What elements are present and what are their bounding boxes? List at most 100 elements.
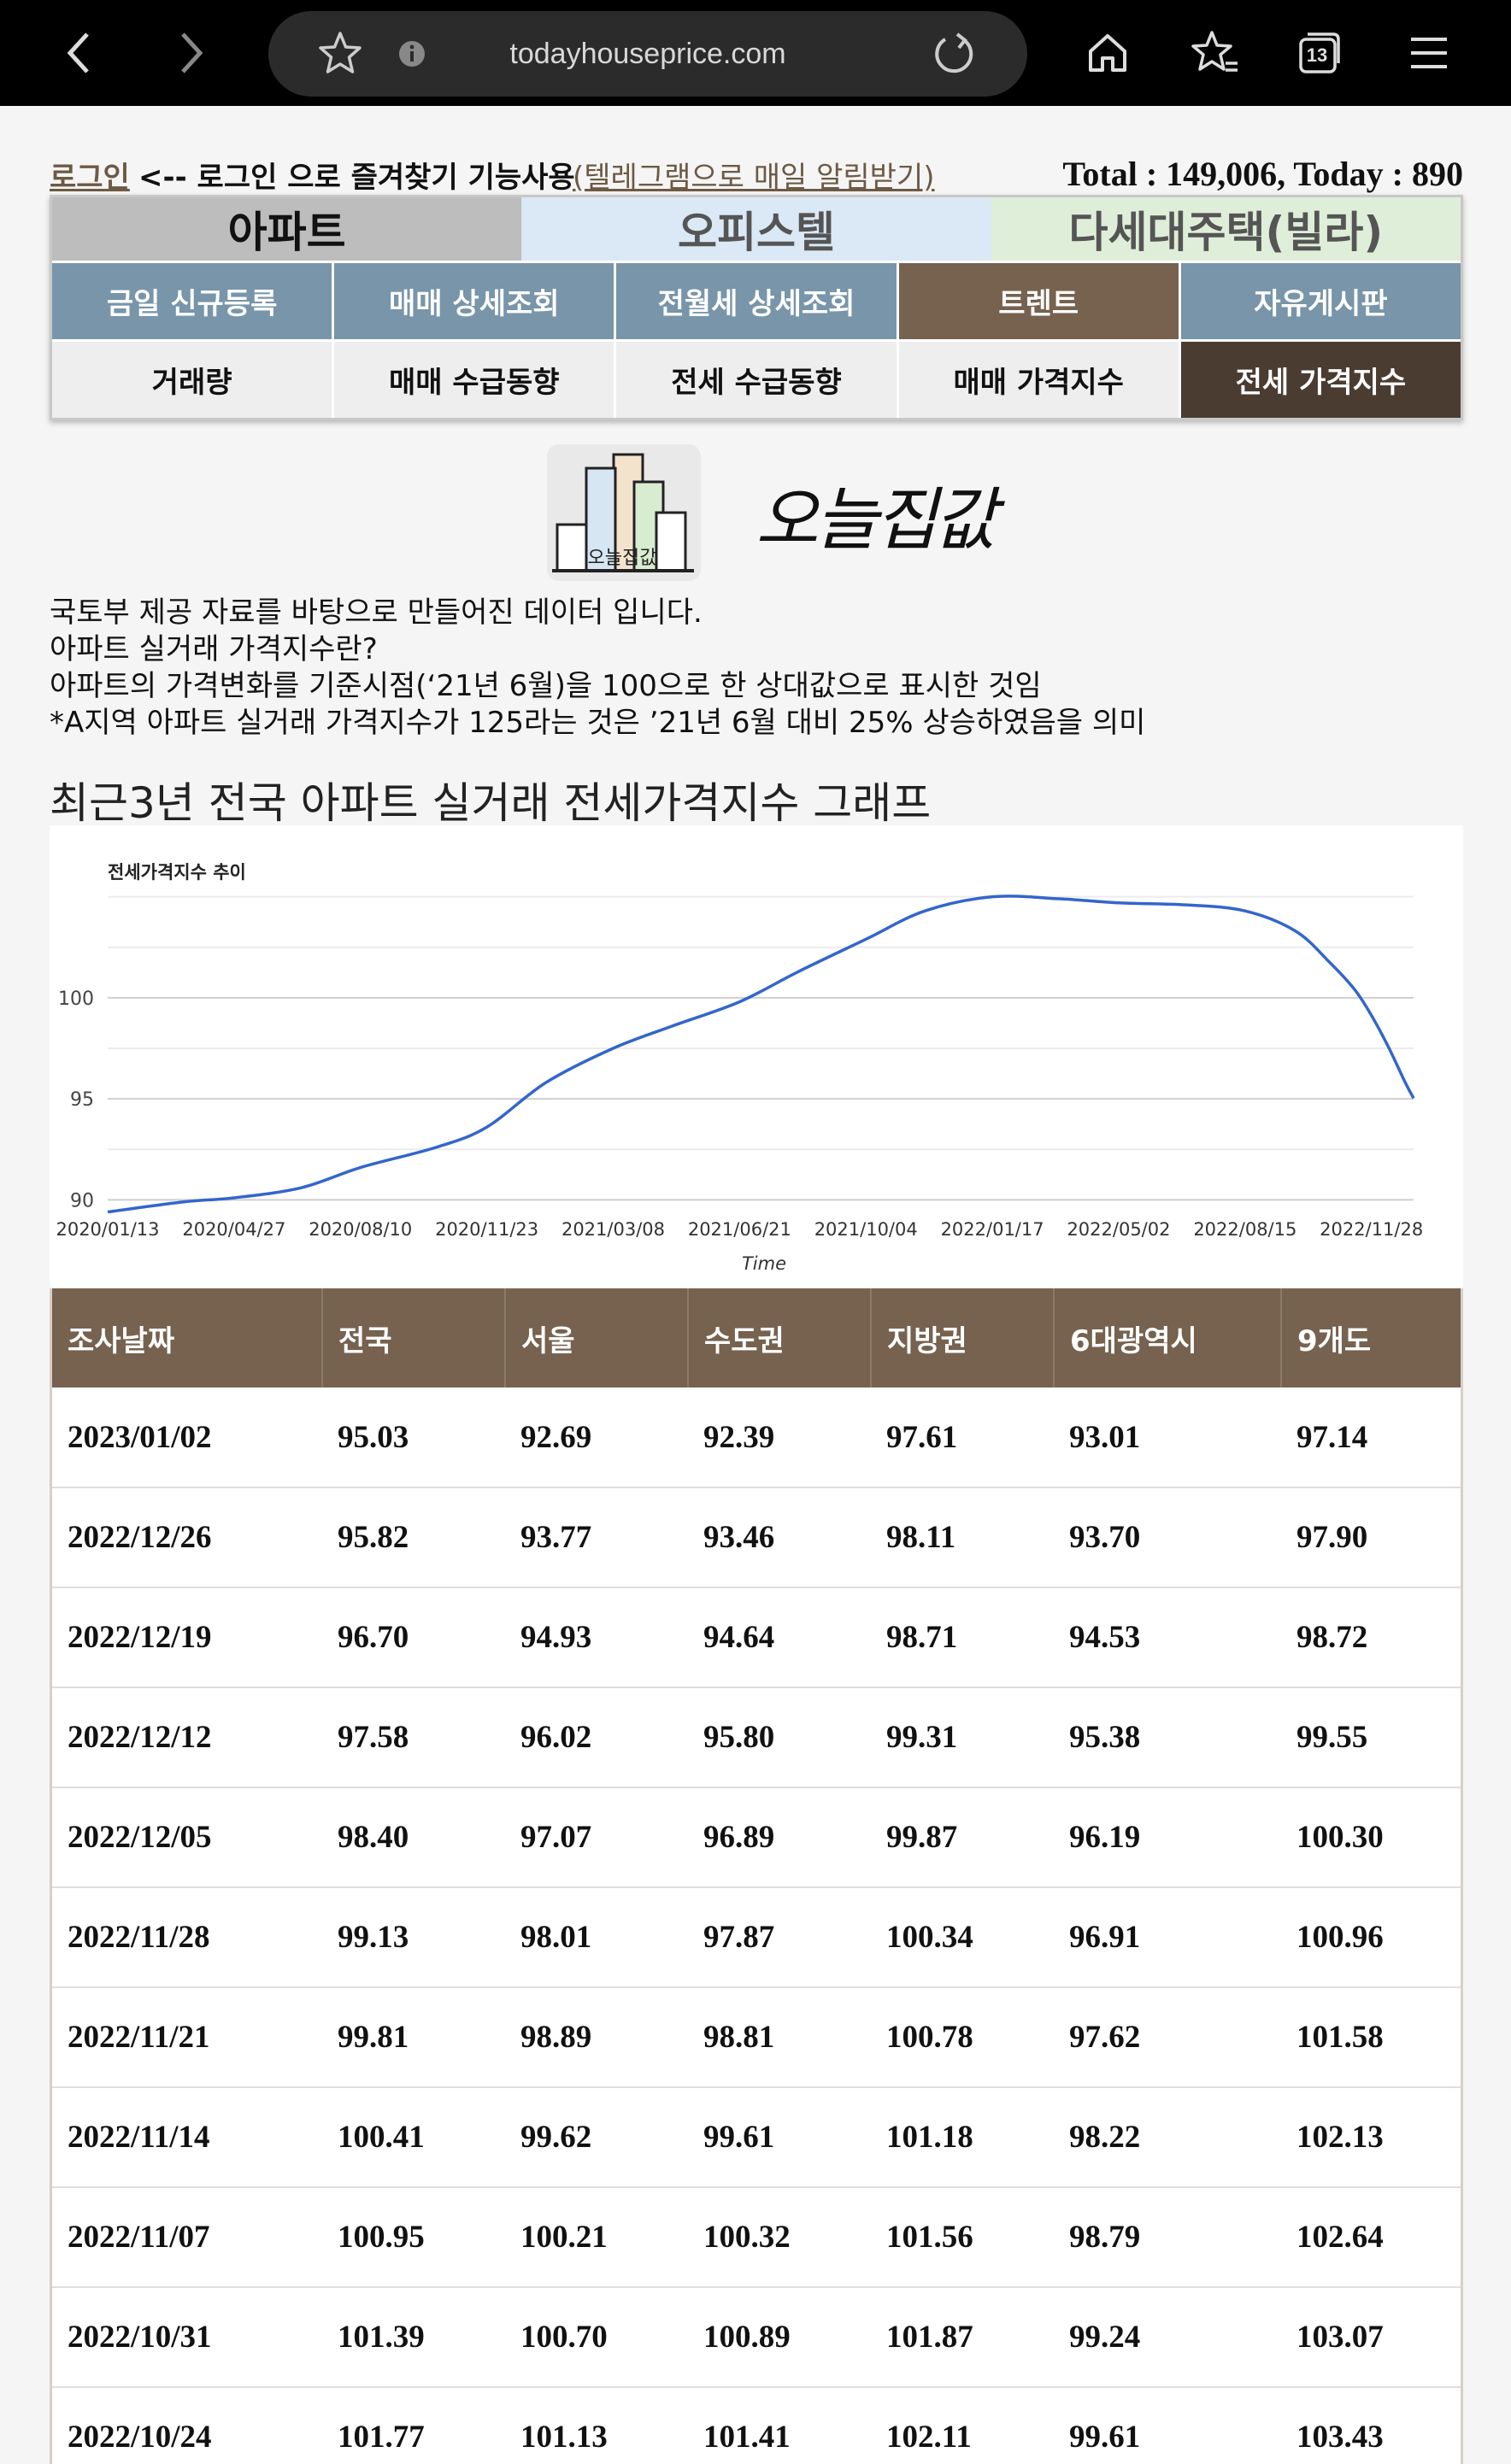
table-cell: 92.69 <box>505 1387 688 1488</box>
reload-icon[interactable] <box>920 20 988 88</box>
chart-svg: 전세가격지수 추이 90 95 100 2020/01/13 2020/04/27 20… <box>56 862 1423 1274</box>
table-cell: 100.89 <box>688 2287 871 2388</box>
tab-sale-price-index[interactable]: 매매 가격지수 <box>898 342 1181 418</box>
tab-jeonse-price-index[interactable]: 전세 가격지수 <box>1180 342 1461 418</box>
table-row: 2022/10/31 101.39 100.70 100.89 101.87 99.24 1… <box>52 2287 1461 2388</box>
table-cell: 2022/11/21 <box>52 1987 322 2088</box>
table-row: 2022/12/05 98.40 97.07 96.89 99.87 96.19 100.3… <box>52 1787 1461 1888</box>
table-cell: 93.46 <box>688 1487 871 1588</box>
visitor-counter: Total : 149,006, Today : 890 <box>1062 155 1463 193</box>
table-cell: 100.30 <box>1281 1787 1461 1888</box>
x-tick-label: 2022/08/15 <box>1193 1219 1296 1240</box>
y-tick-label: 100 <box>58 989 94 1010</box>
table-cell: 99.24 <box>1054 2287 1281 2388</box>
login-hint: <-- 로그인 으로 즐겨찾기 기능사용 <box>138 161 575 195</box>
table-cell: 97.62 <box>1054 1987 1281 2088</box>
section-title: 최근3년 전국 아파트 실거래 전세가격지수 그래프 <box>50 778 932 828</box>
menu-icon[interactable] <box>1395 19 1463 87</box>
bookmark-star-icon[interactable] <box>306 20 374 88</box>
back-icon[interactable] <box>44 19 113 87</box>
telegram-link[interactable]: (텔레그램으로 매일 알림받기) <box>573 161 935 195</box>
home-icon[interactable] <box>1073 19 1142 87</box>
tab-sale-search[interactable]: 매매 상세조회 <box>334 263 617 339</box>
table-cell: 2022/11/07 <box>52 2187 322 2288</box>
tab-new-registrations[interactable]: 금일 신규등록 <box>52 263 335 339</box>
x-tick-label: 2020/11/23 <box>435 1219 538 1240</box>
table-cell: 99.61 <box>1054 2387 1281 2464</box>
table-cell: 2022/12/12 <box>52 1687 322 1788</box>
table-cell: 97.07 <box>505 1787 688 1888</box>
browser-toolbar: todayhouseprice.com 13 <box>0 0 1511 106</box>
table-cell: 94.64 <box>688 1587 871 1688</box>
table-cell: 98.79 <box>1054 2187 1281 2288</box>
x-tick-label: 2022/11/28 <box>1320 1219 1423 1240</box>
column-header: 6대광역시 <box>1054 1288 1282 1387</box>
table-cell: 94.93 <box>505 1587 688 1688</box>
table-cell: 97.87 <box>688 1887 871 1988</box>
table-cell: 99.62 <box>505 2087 688 2188</box>
tab-jeonse-supply-demand[interactable]: 전세 수급동향 <box>616 342 899 418</box>
column-header: 전국 <box>322 1288 506 1387</box>
tabs-icon[interactable]: 13 <box>1285 19 1354 87</box>
table-cell: 101.87 <box>871 2287 1054 2388</box>
tab-apartment[interactable]: 아파트 <box>52 197 522 261</box>
table-cell: 101.41 <box>688 2387 871 2464</box>
info-icon[interactable] <box>378 20 446 88</box>
chart-xlabel: Time <box>742 1253 786 1274</box>
bookmarks-icon[interactable] <box>1181 19 1249 87</box>
url-text[interactable]: todayhouseprice.com <box>509 38 786 70</box>
table-cell: 101.58 <box>1281 1987 1461 2088</box>
address-bar[interactable]: todayhouseprice.com <box>268 11 1027 97</box>
site-logo-icon[interactable]: 오늘집값 <box>547 444 701 581</box>
forward-icon[interactable] <box>157 19 226 87</box>
tab-board[interactable]: 자유게시판 <box>1180 263 1461 339</box>
table-row: 2023/01/02 95.03 92.69 92.39 97.61 93.01 97.14 <box>52 1387 1461 1488</box>
table-cell: 98.40 <box>322 1787 505 1888</box>
tab-sale-supply-demand[interactable]: 매매 수급동향 <box>334 342 617 418</box>
tab-officetel[interactable]: 오피스텔 <box>521 197 991 261</box>
table-row: 2022/10/24 101.77 101.13 101.41 102.11 99.61 1… <box>52 2387 1461 2464</box>
table-cell: 101.13 <box>505 2387 688 2464</box>
table-cell: 95.38 <box>1054 1687 1281 1788</box>
table-row: 2022/12/26 95.82 93.77 93.46 98.11 93.70 97.90 <box>52 1487 1461 1588</box>
table-cell: 101.39 <box>322 2287 505 2388</box>
table-cell: 99.81 <box>322 1987 505 2088</box>
x-tick-label: 2022/05/02 <box>1067 1219 1170 1240</box>
description-line: 아파트의 가격변화를 기준시점(‘21년 6월)을 100으로 한 상대값으로 … <box>50 669 1042 703</box>
table-cell: 100.95 <box>322 2187 505 2288</box>
description-line: 아파트 실거래 가격지수란? <box>50 632 378 666</box>
table-cell: 97.61 <box>871 1387 1054 1488</box>
table-cell: 95.82 <box>322 1487 505 1588</box>
table-cell: 102.64 <box>1281 2187 1461 2288</box>
tab-villa[interactable]: 다세대주택(빌라) <box>991 197 1461 261</box>
column-header: 서울 <box>505 1288 689 1387</box>
table-cell: 93.77 <box>505 1487 688 1588</box>
menu-tabs: 금일 신규등록 매매 상세조회 전월세 상세조회 트렌트 자유게시판 <box>52 261 1461 339</box>
table-cell: 95.80 <box>688 1687 871 1788</box>
tab-trend[interactable]: 트렌트 <box>898 263 1181 339</box>
trend-sub-tabs: 거래량 매매 수급동향 전세 수급동향 매매 가격지수 전세 가격지수 <box>52 339 1461 418</box>
x-tick-label: 2021/10/04 <box>814 1219 918 1240</box>
tab-rent-search[interactable]: 전월세 상세조회 <box>616 263 899 339</box>
table-cell: 101.56 <box>871 2187 1054 2288</box>
column-header: 지방권 <box>871 1288 1055 1387</box>
table-cell: 100.96 <box>1281 1887 1461 1988</box>
table-cell: 98.71 <box>871 1587 1054 1688</box>
table-header-row: 조사날짜 전국 서울 수도권 지방권 6대광역시 9개도 <box>52 1288 1461 1387</box>
logo-icon-text: 오늘집값 <box>588 548 657 569</box>
table-row: 2022/11/14 100.41 99.62 99.61 101.18 98.22 102… <box>52 2087 1461 2188</box>
table-cell: 97.14 <box>1281 1387 1461 1488</box>
description-line: 국토부 제공 자료를 바탕으로 만들어진 데이터 입니다. <box>50 595 703 630</box>
price-index-table: 조사날짜 전국 서울 수도권 지방권 6대광역시 9개도 2023/01/02 95.03 92… <box>50 1288 1463 2464</box>
x-tick-label: 2020/04/27 <box>182 1219 285 1240</box>
x-tick-label: 2021/06/21 <box>688 1219 791 1240</box>
table-row: 2022/12/19 96.70 94.93 94.64 98.71 94.53 98.72 <box>52 1587 1461 1688</box>
table-row: 2022/12/12 97.58 96.02 95.80 99.31 95.38 99.55 <box>52 1687 1461 1788</box>
site-logo-text[interactable]: 오늘집값 <box>756 480 997 560</box>
login-link[interactable]: 로그인 <box>50 161 130 195</box>
table-cell: 99.55 <box>1281 1687 1461 1788</box>
table-cell: 100.41 <box>322 2087 505 2188</box>
tab-volume[interactable]: 거래량 <box>52 342 335 418</box>
table-cell: 2023/01/02 <box>52 1387 322 1488</box>
x-tick-label: 2020/08/10 <box>309 1219 412 1240</box>
